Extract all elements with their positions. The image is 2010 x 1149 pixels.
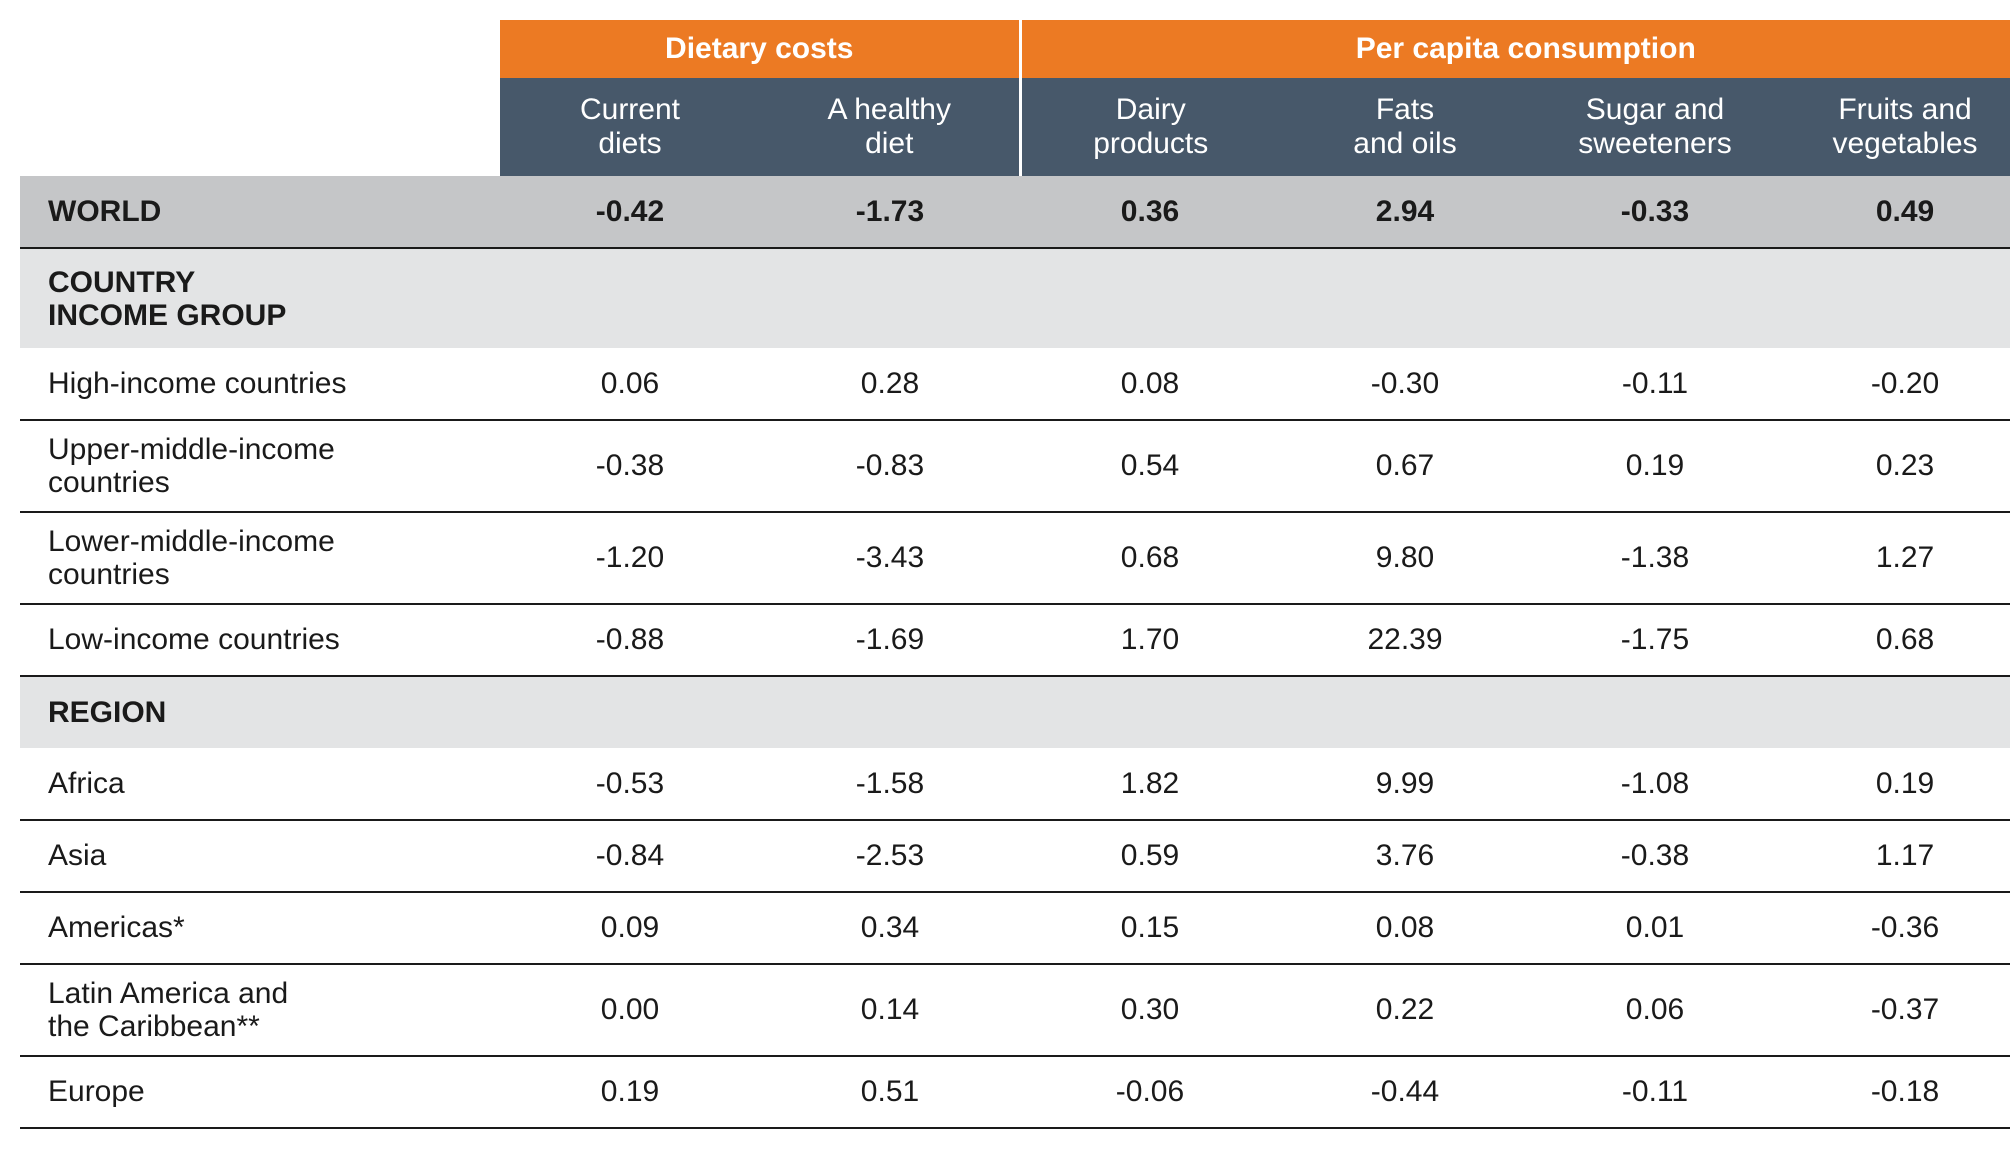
cell-value: 0.15 — [1020, 892, 1280, 964]
row-label: Latin America andthe Caribbean** — [20, 964, 500, 1056]
cell-value: -0.11 — [1530, 1056, 1780, 1128]
cell-value: -0.11 — [1530, 348, 1780, 420]
cell-value: -0.18 — [1780, 1056, 2010, 1128]
cell-value: -0.37 — [1780, 964, 2010, 1056]
cell-value: 0.59 — [1020, 820, 1280, 892]
cell-value: 2.94 — [1280, 176, 1530, 248]
cell-value: 0.09 — [500, 892, 760, 964]
cell-value: -0.42 — [500, 176, 760, 248]
cell-value: 1.82 — [1020, 748, 1280, 820]
cell-value: 0.34 — [760, 892, 1020, 964]
cell-value: -0.06 — [1020, 1056, 1280, 1128]
cell-value: -0.84 — [500, 820, 760, 892]
cell-value: -0.36 — [1780, 892, 2010, 964]
data-table: Dietary costs Per capita consumption Cur… — [20, 20, 2010, 1129]
cell-value: -0.38 — [1530, 820, 1780, 892]
row-label: WORLD — [20, 176, 500, 248]
cell-value: -2.53 — [760, 820, 1020, 892]
section-heading-row: REGION — [20, 676, 2010, 748]
cell-value: 0.22 — [1280, 964, 1530, 1056]
cell-value: 0.54 — [1020, 420, 1280, 512]
cell-value: 9.99 — [1280, 748, 1530, 820]
section-heading-row: COUNTRYINCOME GROUP — [20, 248, 2010, 348]
section-heading: REGION — [20, 676, 2010, 748]
cell-value: 0.00 — [500, 964, 760, 1056]
table-row: Lower-middle-incomecountries-1.20-3.430.… — [20, 512, 2010, 604]
table-row: Low-income countries-0.88-1.691.7022.39-… — [20, 604, 2010, 676]
row-label: Low-income countries — [20, 604, 500, 676]
cell-value: 0.49 — [1780, 176, 2010, 248]
cell-value: -0.88 — [500, 604, 760, 676]
cell-value: -0.20 — [1780, 348, 2010, 420]
section-heading: COUNTRYINCOME GROUP — [20, 248, 2010, 348]
header-blank — [20, 20, 500, 78]
table-row: Upper-middle-incomecountries-0.38-0.830.… — [20, 420, 2010, 512]
cell-value: 0.08 — [1280, 892, 1530, 964]
header-group-row: Dietary costs Per capita consumption — [20, 20, 2010, 78]
cell-value: 3.76 — [1280, 820, 1530, 892]
cell-value: 0.23 — [1780, 420, 2010, 512]
row-label: Europe — [20, 1056, 500, 1128]
row-label: Lower-middle-incomecountries — [20, 512, 500, 604]
cell-value: -0.38 — [500, 420, 760, 512]
cell-value: -1.58 — [760, 748, 1020, 820]
cell-value: 1.70 — [1020, 604, 1280, 676]
cell-value: -1.75 — [1530, 604, 1780, 676]
cell-value: -1.69 — [760, 604, 1020, 676]
row-label: Americas* — [20, 892, 500, 964]
cell-value: 0.28 — [760, 348, 1020, 420]
header-group-dietary-costs: Dietary costs — [500, 20, 1020, 78]
cell-value: -0.53 — [500, 748, 760, 820]
cell-value: 9.80 — [1280, 512, 1530, 604]
cell-value: 0.51 — [760, 1056, 1020, 1128]
col-fats: Fatsand oils — [1280, 78, 1530, 176]
row-label: Africa — [20, 748, 500, 820]
cell-value: 0.36 — [1020, 176, 1280, 248]
cell-value: -3.43 — [760, 512, 1020, 604]
header-blank — [20, 78, 500, 176]
cell-value: 0.08 — [1020, 348, 1280, 420]
cell-value: 0.06 — [1530, 964, 1780, 1056]
table-row: High-income countries0.060.280.08-0.30-0… — [20, 348, 2010, 420]
row-label: Asia — [20, 820, 500, 892]
cell-value: 0.67 — [1280, 420, 1530, 512]
table-row: Latin America andthe Caribbean**0.000.14… — [20, 964, 2010, 1056]
cell-value: 0.19 — [500, 1056, 760, 1128]
table-row: Africa-0.53-1.581.829.99-1.080.19 — [20, 748, 2010, 820]
table-row: WORLD-0.42-1.730.362.94-0.330.49 — [20, 176, 2010, 248]
table-body: WORLD-0.42-1.730.362.94-0.330.49COUNTRYI… — [20, 176, 2010, 1128]
cell-value: -1.20 — [500, 512, 760, 604]
cell-value: 0.68 — [1780, 604, 2010, 676]
cell-value: -1.08 — [1530, 748, 1780, 820]
cell-value: 0.30 — [1020, 964, 1280, 1056]
cell-value: 1.17 — [1780, 820, 2010, 892]
cell-value: -0.44 — [1280, 1056, 1530, 1128]
cell-value: -0.83 — [760, 420, 1020, 512]
cell-value: 0.19 — [1530, 420, 1780, 512]
row-label: High-income countries — [20, 348, 500, 420]
col-current-diets: Currentdiets — [500, 78, 760, 176]
header-columns-row: Currentdiets A healthydiet Dairyproducts… — [20, 78, 2010, 176]
cell-value: 22.39 — [1280, 604, 1530, 676]
cell-value: 0.01 — [1530, 892, 1780, 964]
table-row: Americas*0.090.340.150.080.01-0.36 — [20, 892, 2010, 964]
row-label: Upper-middle-incomecountries — [20, 420, 500, 512]
table-row: Europe0.190.51-0.06-0.44-0.11-0.18 — [20, 1056, 2010, 1128]
cell-value: -1.38 — [1530, 512, 1780, 604]
col-sugar: Sugar andsweeteners — [1530, 78, 1780, 176]
cell-value: 0.14 — [760, 964, 1020, 1056]
cell-value: 1.27 — [1780, 512, 2010, 604]
cell-value: -1.73 — [760, 176, 1020, 248]
cell-value: 0.06 — [500, 348, 760, 420]
cell-value: -0.30 — [1280, 348, 1530, 420]
cell-value: 0.19 — [1780, 748, 2010, 820]
col-healthy-diet: A healthydiet — [760, 78, 1020, 176]
col-dairy: Dairyproducts — [1020, 78, 1280, 176]
cell-value: 0.68 — [1020, 512, 1280, 604]
header-group-per-capita: Per capita consumption — [1020, 20, 2010, 78]
table-row: Asia-0.84-2.530.593.76-0.381.17 — [20, 820, 2010, 892]
cell-value: -0.33 — [1530, 176, 1780, 248]
col-fruits: Fruits andvegetables — [1780, 78, 2010, 176]
